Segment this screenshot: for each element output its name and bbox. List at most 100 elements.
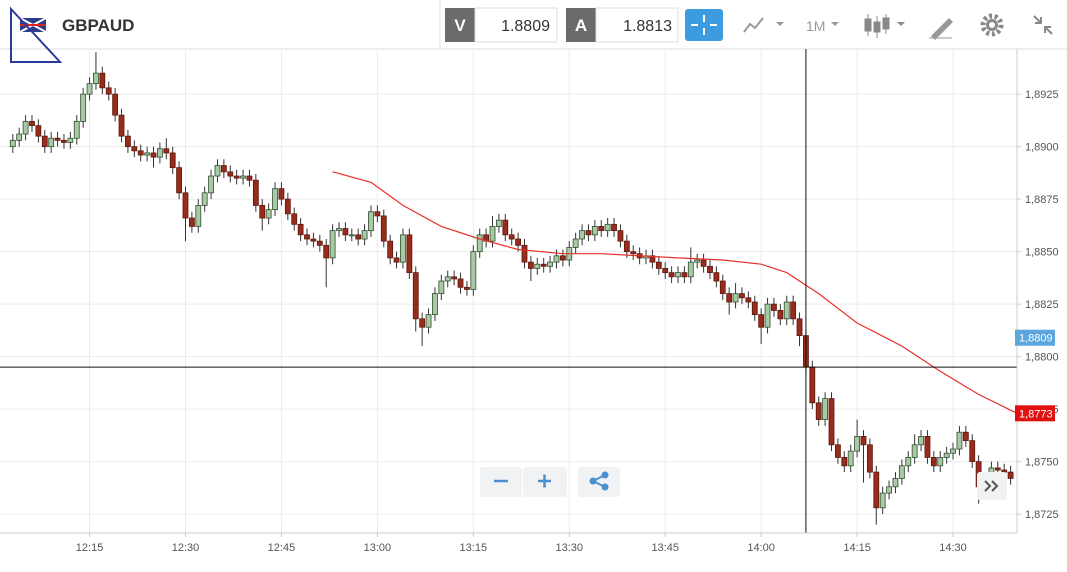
candle-body: [783, 301, 790, 320]
candle-body: [1001, 469, 1008, 473]
candle-body: [99, 72, 106, 89]
candle-body: [751, 301, 758, 316]
y-tick-label: 1,8875: [1025, 194, 1059, 206]
candle-body: [911, 444, 918, 458]
candle-body: [745, 297, 752, 303]
bid-box[interactable]: [474, 7, 558, 43]
candle-body: [585, 230, 592, 236]
candle-body: [956, 431, 963, 450]
candle-body: [847, 450, 854, 467]
bid-label-box[interactable]: [445, 8, 475, 42]
candle-body: [604, 223, 611, 232]
candle-body: [246, 175, 253, 181]
candle-body: [112, 93, 119, 116]
collapse-button[interactable]: [1033, 15, 1053, 35]
candle-body: [591, 226, 598, 236]
candle-body: [169, 152, 176, 169]
candle-body: [489, 226, 496, 242]
candle-body: [336, 228, 342, 232]
x-tick-label: 12:15: [76, 542, 104, 554]
candle-body: [764, 303, 771, 328]
candle-body: [163, 148, 170, 154]
y-tick-label: 1,8750: [1025, 457, 1059, 469]
candle-body: [726, 293, 733, 303]
candle-body: [54, 137, 61, 141]
indicator-button[interactable]: [743, 17, 784, 33]
candle-body: [118, 114, 125, 137]
candle-body: [137, 150, 144, 156]
candle-body: [348, 234, 355, 237]
plot: [0, 49, 1018, 533]
candle-body: [630, 251, 637, 255]
timeframe[interactable]: 1M: [806, 18, 825, 34]
candle-body: [547, 261, 553, 267]
candle-body: [841, 457, 848, 467]
candle-body: [214, 165, 221, 177]
candle-body: [879, 492, 886, 509]
candle-body: [559, 255, 566, 261]
candle-body: [265, 209, 272, 219]
y-tick-label: 1,8850: [1025, 247, 1059, 259]
candle-body: [297, 223, 304, 236]
x-tick-label: 13:30: [555, 542, 583, 554]
ask-box[interactable]: [595, 7, 679, 43]
y-tick-label: 1,8925: [1025, 89, 1059, 101]
candle-body: [259, 205, 266, 219]
candle-body: [291, 213, 298, 225]
candle-body: [16, 133, 23, 141]
x-tick-label: 12:45: [268, 542, 296, 554]
candle-body: [873, 471, 880, 509]
ask-label-box[interactable]: [566, 8, 596, 42]
zoom-out-button[interactable]: [480, 467, 522, 497]
timeframe-caret: [831, 22, 839, 26]
candle-body: [918, 436, 924, 446]
candle-body: [668, 272, 675, 278]
candle-body: [502, 219, 509, 236]
crosshair-button[interactable]: [685, 9, 723, 41]
candle-body: [29, 121, 35, 127]
candle-body: [527, 261, 534, 269]
scroll-right-button[interactable]: [977, 472, 1007, 500]
candle-body: [924, 436, 931, 458]
candle-body: [962, 431, 969, 442]
x-tick-label: 14:15: [843, 542, 871, 554]
candle-body: [617, 230, 624, 242]
candle-body: [22, 121, 29, 135]
x-tick-label: 13:00: [364, 542, 392, 554]
candle-body: [623, 240, 630, 253]
drawing-triangle: [10, 6, 63, 63]
price-label-box: [1015, 329, 1055, 346]
share-button[interactable]: [578, 467, 620, 497]
candle-body: [252, 179, 259, 206]
candle-body: [176, 167, 182, 194]
candle-body: [777, 310, 784, 320]
x-tick-label: 12:30: [172, 542, 200, 554]
candle-body: [355, 234, 362, 240]
candle-body: [572, 238, 579, 248]
candle-body: [188, 217, 195, 227]
y-tick-label: 1,8900: [1025, 142, 1059, 154]
chart-type-button[interactable]: [864, 14, 905, 38]
candle-body: [361, 230, 368, 240]
price-label: 1,8773: [1019, 408, 1053, 420]
y-tick-label: 1,8825: [1025, 299, 1059, 311]
candle-body: [822, 398, 829, 421]
candle-body: [579, 230, 585, 240]
draw-button[interactable]: [929, 18, 953, 40]
flag-icon: [19, 17, 47, 33]
candle-body: [994, 467, 1001, 471]
candle-body: [208, 175, 214, 194]
candle-body: [41, 135, 48, 148]
settings-button[interactable]: [980, 13, 1004, 37]
candle-body: [182, 192, 189, 219]
candle-body: [969, 440, 976, 463]
candle-body: [310, 238, 317, 242]
candle-body: [329, 230, 336, 259]
zoom-in-button[interactable]: [523, 467, 567, 497]
candle-body: [886, 486, 892, 494]
candle-body: [438, 280, 445, 295]
candle-body: [943, 452, 950, 458]
candle-body: [284, 198, 291, 215]
candle-body: [150, 152, 157, 158]
